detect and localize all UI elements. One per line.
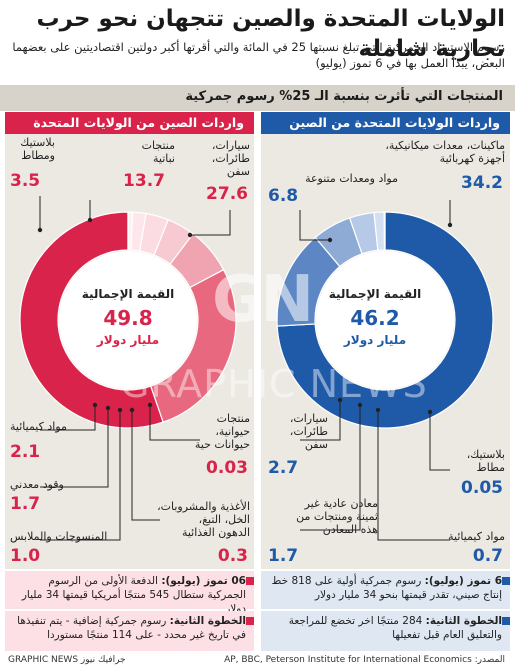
right-value-vehicles: 2.7: [268, 458, 299, 478]
left-value-plants: 13.7: [123, 171, 165, 191]
footer-source: المصدر: AP, BBC, Peterson Institute for …: [224, 655, 505, 665]
left-leader-dot-7: [147, 402, 153, 408]
left-center-unit: مليار دولار: [96, 333, 160, 347]
left-leader-line-5: [40, 410, 121, 541]
right-label-machinery: ماكينات، معدات ميكانيكية، أجهزة كهربائية: [385, 139, 505, 165]
left-slice-0: [19, 211, 164, 429]
right-step-1: 6 تموز (يوليو): رسوم جمركية أولية على 81…: [261, 571, 510, 609]
left-step-1-marker: [246, 577, 254, 585]
page-subtitle: رسوم الاستيراد الجمركية التي تبلغ نسبتها…: [12, 40, 505, 70]
left-value-food: 0.3: [217, 546, 248, 566]
right-center-value: 46.2: [350, 306, 400, 330]
right-slice-5: [383, 211, 386, 251]
left-step-2-text: رسوم جمركية إضافية - يتم تنفيذها في تاري…: [17, 615, 246, 641]
us-imports-header: واردات الولايات المتحدة من الصين: [261, 112, 510, 134]
left-step-2-marker: [246, 617, 254, 625]
watermark-text: GRAPHIC NEWS: [120, 362, 428, 406]
left-value-fuel: 1.7: [10, 494, 41, 514]
right-label-misc: مواد ومعدات متنوعة: [305, 172, 398, 185]
section-title: المنتجات التي تأثرت بنسبة الـ 25% رسوم ج…: [185, 89, 503, 104]
right-value-metals: 1.7: [268, 546, 299, 566]
right-step-2-text: 284 منتجًا اخر تخضع للمراجعة والتعليق ال…: [288, 615, 502, 641]
right-step-2: الخطوة الثانية: 284 منتجًا اخر تخضع للمر…: [261, 611, 510, 651]
right-leader-dot-10: [337, 397, 343, 403]
china-imports-header: واردات الصين من الولايات المتحدة: [5, 112, 254, 134]
right-leader-line-13: [429, 412, 450, 471]
right-step-1-text: رسوم جمركية أولية على 818 خط إنتاج صيني،…: [271, 575, 502, 601]
left-label-fuel: وقود معدني: [10, 478, 64, 491]
right-leader-dot-9: [327, 237, 333, 243]
left-center-label: القيمة الإجمالية: [81, 287, 175, 301]
page-title: الولايات المتحدة والصين تتجهان نحو حرب ت…: [36, 6, 505, 62]
watermark-logo: GN: [212, 263, 314, 337]
left-label-textiles: المنسوجات والملابس: [10, 530, 108, 543]
footer-brand: جرافيك نيوز GRAPHIC NEWS: [8, 655, 126, 665]
left-leader-dot-3: [92, 402, 98, 408]
right-value-machinery: 34.2: [461, 173, 503, 193]
left-leader-line-0: [190, 210, 231, 236]
left-leader-dot-6: [129, 407, 135, 413]
left-step-2: الخطوة الثانية: رسوم جمركية إضافية - يتم…: [5, 611, 254, 651]
left-leader-line-4: [40, 408, 109, 488]
right-center-label: القيمة الإجمالية: [328, 287, 422, 301]
right-label-metals: معادن عادية غير ثمينة ومنتجات من هذه الم…: [296, 497, 378, 536]
right-step-1-marker: [502, 577, 510, 585]
right-label-chemicals: مواد كيميائية: [448, 530, 505, 543]
left-leader-dot-4: [105, 405, 111, 411]
right-slice-0: [276, 211, 494, 429]
right-center-unit: مليار دولار: [343, 333, 407, 347]
left-label-plants: منتجات نباتية: [141, 139, 175, 165]
left-value-plastics: 3.5: [10, 171, 41, 191]
left-label-vehicles: سيارات، طائرات، سفن: [211, 139, 250, 178]
right-leader-dot-8: [447, 222, 453, 228]
left-leader-dot-0: [187, 232, 193, 238]
left-step-1: 06 تموز (يوليو): الدفعة الأولى من الرسوم…: [5, 571, 254, 615]
left-value-chemicals: 2.1: [10, 442, 41, 462]
left-value-vehicles: 27.6: [206, 184, 248, 204]
right-step-2-marker: [502, 617, 510, 625]
left-leader-line-7: [149, 405, 200, 441]
left-value-textiles: 1.0: [10, 546, 41, 566]
left-label-animal: منتجات حيوانية، حيوانات حية: [194, 412, 250, 451]
right-leader-dot-11: [357, 402, 363, 408]
right-leader-dot-13: [427, 409, 433, 415]
right-leader-line-10: [300, 400, 341, 441]
right-donut-hole: [316, 251, 454, 389]
right-leader-dot-12: [375, 407, 381, 413]
left-value-animal: 0.03: [206, 458, 248, 478]
right-label-vehicles: سيارات، طائرات، سفن: [289, 412, 328, 451]
right-step-2-date: الخطوة الثانية:: [425, 615, 502, 627]
right-label-plastics: بلاستيك، مطاط: [466, 448, 505, 474]
section-bar: المنتجات التي تأثرت بنسبة الـ 25% رسوم ج…: [0, 85, 515, 111]
right-leader-line-11: [300, 405, 361, 531]
left-donut-hole: [59, 251, 197, 389]
left-leader-line-6: [131, 410, 160, 521]
left-step-1-date: 06 تموز (يوليو):: [161, 575, 246, 587]
right-leader-line-12: [377, 410, 450, 541]
left-leader-line-3: [40, 405, 96, 431]
left-step-2-date: الخطوة الثانية:: [169, 615, 246, 627]
right-value-misc: 6.8: [268, 186, 299, 206]
right-value-plastics: 0.05: [461, 478, 503, 498]
left-leader-dot-1: [87, 217, 93, 223]
right-leader-line-9: [299, 210, 330, 241]
left-leader-dot-2: [37, 227, 43, 233]
right-value-chemicals: 0.7: [472, 546, 503, 566]
left-label-chemicals: مواد كيميائية: [10, 420, 67, 433]
left-label-food: الأغذية والمشروبات، الخل، التبغ، الدهون …: [157, 500, 250, 539]
left-leader-dot-5: [117, 407, 123, 413]
left-center-value: 49.8: [103, 306, 153, 330]
left-label-plastics: بلاستيك ومطاط: [20, 136, 55, 162]
right-step-1-date: 6 تموز (يوليو):: [424, 575, 502, 587]
